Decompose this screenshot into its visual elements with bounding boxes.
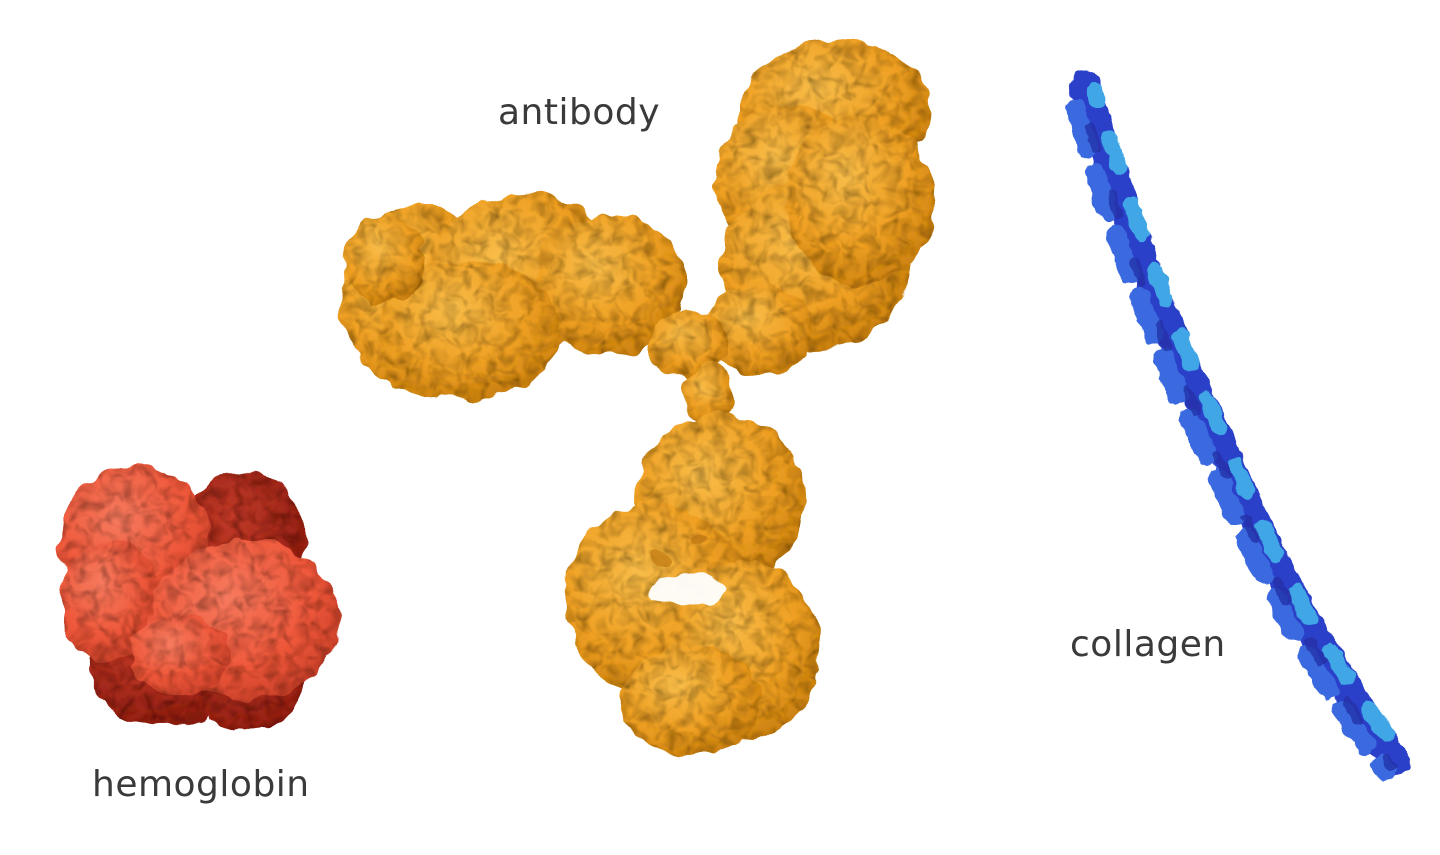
antibody-molecule-icon — [339, 40, 935, 755]
collagen-label: collagen — [1070, 624, 1226, 665]
antibody-label: antibody — [498, 92, 661, 133]
hemoglobin-label: hemoglobin — [92, 764, 310, 805]
collagen-helix-icon — [1065, 70, 1410, 780]
hemoglobin-molecule-icon — [60, 465, 340, 730]
